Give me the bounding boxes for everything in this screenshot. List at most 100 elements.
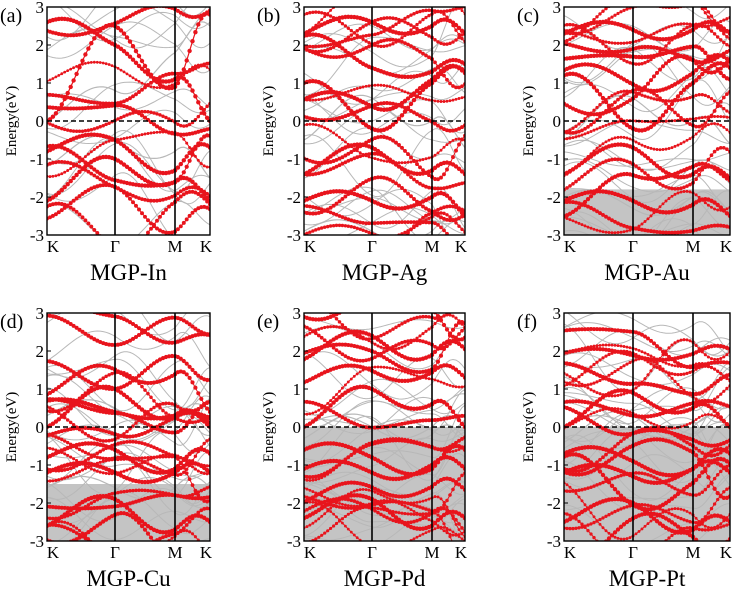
band-point <box>89 407 94 412</box>
band-point <box>670 38 674 42</box>
band-point <box>319 207 324 212</box>
band-point <box>340 155 345 160</box>
band-point <box>655 229 659 234</box>
band-point <box>355 149 359 153</box>
band-point <box>185 70 189 74</box>
band-point <box>181 192 186 197</box>
band-point <box>337 214 342 218</box>
band-point <box>313 160 318 165</box>
band-point <box>155 446 159 451</box>
band-point <box>60 413 64 418</box>
band-point <box>633 94 639 99</box>
band-point <box>439 100 443 103</box>
band-point <box>583 34 587 38</box>
band-point <box>580 133 584 137</box>
band-point <box>721 26 726 31</box>
band-point <box>146 84 150 88</box>
band-point <box>68 506 73 511</box>
band-point <box>573 207 579 212</box>
band-point <box>184 320 189 325</box>
band-point <box>89 186 94 191</box>
band-point <box>322 409 327 414</box>
band-point <box>583 126 587 131</box>
band-point <box>48 175 52 179</box>
band-point <box>190 516 195 521</box>
band-point <box>582 111 588 116</box>
band-point <box>595 127 599 131</box>
band-point <box>149 555 152 558</box>
band-point <box>610 41 614 45</box>
band-point <box>343 48 348 53</box>
band-point <box>403 105 407 110</box>
projected-band-dots <box>47 455 210 483</box>
band-point <box>604 19 608 23</box>
band-point <box>193 513 198 518</box>
band-point <box>119 68 123 72</box>
band-point <box>176 79 180 83</box>
band-point <box>643 228 647 233</box>
band-point <box>161 114 165 118</box>
band-point <box>149 110 153 115</box>
band-point <box>712 70 717 75</box>
band-point <box>181 132 186 137</box>
band-point <box>439 211 443 215</box>
band-point <box>305 231 309 235</box>
band-point <box>709 164 714 169</box>
band-point <box>75 526 79 530</box>
band-point <box>360 120 366 126</box>
band-point <box>403 16 407 21</box>
band-point <box>101 459 105 463</box>
band-point <box>56 397 61 402</box>
band-point <box>580 29 584 33</box>
band-point <box>664 230 668 235</box>
band-point <box>134 440 138 444</box>
band-point <box>592 37 596 41</box>
band-point <box>161 85 165 89</box>
background-band <box>47 109 210 145</box>
band-point <box>107 444 111 449</box>
band-point <box>128 192 132 197</box>
band-point <box>421 215 425 220</box>
band-point <box>343 153 348 158</box>
band-point <box>577 31 581 36</box>
band-point <box>358 144 363 149</box>
band-point <box>460 181 464 186</box>
band-point <box>124 51 130 56</box>
band-point <box>722 125 726 129</box>
band-point <box>71 370 76 375</box>
band-point <box>367 221 371 226</box>
band-point <box>158 198 162 203</box>
band-point <box>565 137 569 141</box>
band-point <box>376 17 380 22</box>
band-point <box>48 522 52 526</box>
band-point <box>98 183 103 188</box>
band-point <box>74 106 79 111</box>
band-point <box>101 505 106 510</box>
band-point <box>376 152 380 156</box>
band-point <box>355 50 360 54</box>
background-band <box>304 431 465 484</box>
band-point <box>361 25 365 29</box>
band-point <box>122 137 126 140</box>
band-point <box>400 232 404 235</box>
projected-band <box>564 7 730 35</box>
band-point <box>134 92 138 97</box>
band-point <box>155 426 159 431</box>
band-point <box>352 31 356 35</box>
band-point <box>118 18 124 23</box>
band-point <box>107 63 111 66</box>
band-point <box>660 64 666 69</box>
band-point <box>349 37 354 41</box>
band-point <box>643 1 646 4</box>
band-point <box>706 123 710 127</box>
band-point <box>71 106 76 111</box>
band-point <box>646 173 650 178</box>
band-point <box>320 11 324 15</box>
band-point <box>346 53 351 57</box>
band-point <box>158 536 162 541</box>
band-point <box>118 141 124 146</box>
band-point <box>343 54 348 58</box>
band-point <box>169 492 175 498</box>
band-point <box>131 424 135 428</box>
band-point <box>721 73 726 79</box>
